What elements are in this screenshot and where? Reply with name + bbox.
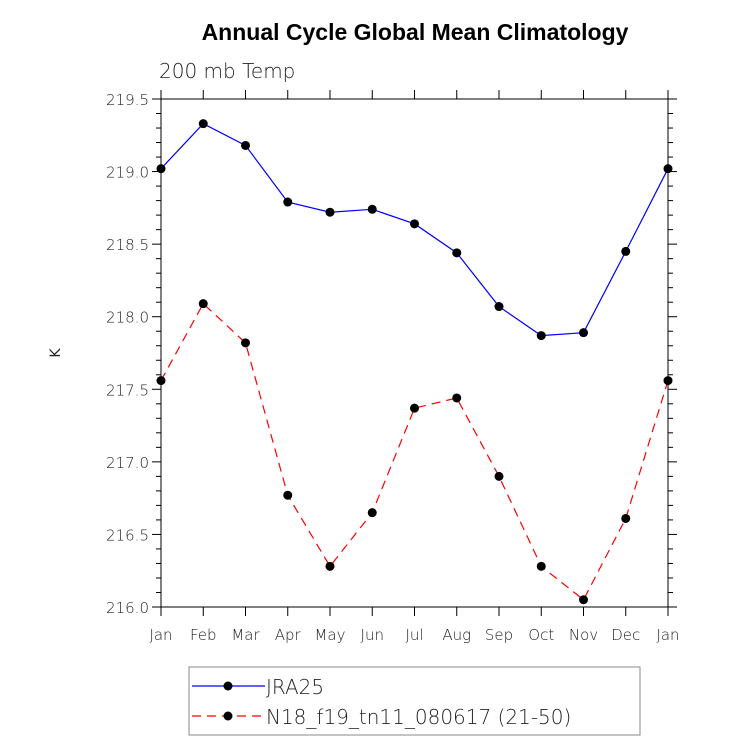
- y-tick-label: 219.0: [106, 164, 149, 182]
- x-tick-label: Jan: [656, 626, 679, 644]
- data-point: [241, 140, 250, 150]
- data-point: [494, 302, 504, 312]
- legend-label: JRA25: [266, 675, 324, 699]
- data-point: [410, 219, 419, 229]
- data-point: [410, 403, 419, 413]
- data-point: [283, 197, 293, 207]
- data-point: [367, 508, 377, 518]
- x-tick-label: Aug: [442, 626, 471, 644]
- x-tick-label: Dec: [611, 626, 640, 644]
- x-tick-label: Feb: [190, 626, 217, 644]
- x-tick-label: Sep: [485, 626, 513, 644]
- y-axis-label: K: [48, 348, 64, 358]
- legend-label: N18_f19_tn11_080617 (21-50): [266, 705, 571, 729]
- data-point: [536, 331, 546, 341]
- data-point: [536, 561, 546, 571]
- data-point: [452, 248, 462, 258]
- series-line: [160, 122, 669, 337]
- data-point: [198, 299, 208, 309]
- data-point: [663, 376, 673, 386]
- x-tick-label: Oct: [528, 626, 554, 644]
- x-tick-label: Jan: [149, 626, 172, 644]
- data-point: [621, 246, 631, 256]
- legend: JRA25 N18_f19_tn11_080617 (21-50): [188, 666, 641, 736]
- y-tick-label: 217.5: [106, 381, 149, 399]
- data-point: [663, 164, 673, 174]
- x-tick-label: Nov: [569, 626, 598, 644]
- series-0: [156, 119, 673, 341]
- chart-title: Annual Cycle Global Mean Climatology: [202, 19, 629, 45]
- data-point: [198, 119, 208, 129]
- y-tick-label: 217.0: [106, 454, 149, 472]
- chart-subtitle: 200 mb Temp: [159, 59, 295, 83]
- legend-marker: [223, 681, 233, 691]
- x-tick-label: Jul: [405, 626, 423, 644]
- legend-box: [188, 666, 641, 736]
- data-point: [621, 513, 631, 523]
- x-tick-label: Apr: [275, 626, 302, 644]
- data-point: [494, 471, 504, 481]
- data-point: [579, 328, 588, 338]
- x-tick-label: May: [314, 626, 345, 644]
- data-point: [325, 207, 335, 217]
- x-tick-label: Jun: [361, 626, 384, 644]
- data-point: [579, 595, 588, 605]
- y-tick-label: 216.0: [106, 599, 149, 617]
- data-point: [156, 164, 166, 174]
- legend-marker: [223, 711, 233, 721]
- y-tick-label: 216.5: [106, 526, 149, 544]
- y-tick-label: 218.0: [106, 309, 149, 327]
- series-line: [160, 302, 669, 601]
- series-1: [156, 299, 673, 605]
- y-tick-label: 218.5: [106, 236, 149, 254]
- plot-frame: [160, 98, 669, 608]
- data-point: [452, 393, 462, 403]
- data-point: [241, 338, 250, 348]
- data-point: [367, 204, 377, 214]
- y-tick-label: 219.5: [106, 91, 149, 109]
- data-point: [283, 490, 293, 500]
- x-tick-label: Mar: [231, 626, 260, 644]
- data-point: [325, 561, 335, 571]
- data-point: [156, 376, 166, 386]
